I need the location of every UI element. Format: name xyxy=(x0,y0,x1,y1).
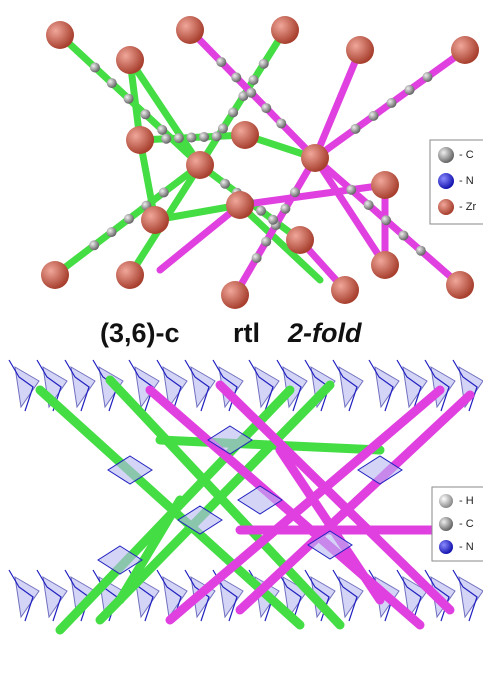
c-atom xyxy=(346,185,356,195)
polyhedron xyxy=(15,577,39,617)
legend-label: - N xyxy=(459,175,474,187)
page: - C - N - Zr (3,6)-c rtl 2-fold - H - C … xyxy=(0,0,483,680)
top-structure xyxy=(41,16,479,309)
legend-label: - C xyxy=(459,149,474,161)
legend-swatch xyxy=(438,173,454,189)
zr-atom xyxy=(176,16,204,44)
c-atom xyxy=(398,230,408,240)
c-atom xyxy=(212,131,222,141)
c-atom xyxy=(124,94,134,104)
c-atom xyxy=(220,179,230,189)
legend-swatch xyxy=(439,517,453,531)
c-atom xyxy=(157,125,167,135)
c-atom xyxy=(174,133,184,143)
legend-swatch xyxy=(439,540,453,554)
c-atom xyxy=(276,118,286,128)
zr-atom xyxy=(331,276,359,304)
zr-atom xyxy=(301,144,329,172)
polyhedron xyxy=(339,577,363,617)
c-atom xyxy=(231,72,241,82)
zr-atom xyxy=(126,126,154,154)
rod xyxy=(160,440,380,450)
c-atom xyxy=(381,215,391,225)
c-atom xyxy=(89,240,99,250)
fold-label: 2-fold xyxy=(287,318,362,348)
c-atom xyxy=(107,227,117,237)
c-atom xyxy=(199,132,209,142)
c-atom xyxy=(351,124,361,134)
zr-atom xyxy=(41,261,69,289)
c-atom xyxy=(218,124,228,134)
zr-atom xyxy=(346,36,374,64)
legend-label: - H xyxy=(459,495,474,507)
c-atom xyxy=(186,133,196,143)
c-atom xyxy=(228,107,238,117)
zr-atom xyxy=(186,151,214,179)
zr-atom xyxy=(271,16,299,44)
c-atom xyxy=(423,72,433,82)
net-label: (3,6)-c xyxy=(100,318,180,348)
c-atom xyxy=(140,109,150,119)
c-atom xyxy=(259,59,269,69)
zr-atom xyxy=(46,21,74,49)
bottom-legend: - H - C - N xyxy=(432,487,483,561)
c-atom xyxy=(364,200,374,210)
c-atom xyxy=(159,188,169,198)
zr-atom xyxy=(116,46,144,74)
zr-atom xyxy=(116,261,144,289)
c-atom xyxy=(280,204,290,214)
legend-label: - C xyxy=(459,518,474,530)
c-atom xyxy=(261,103,271,113)
c-atom xyxy=(107,78,117,88)
c-atom xyxy=(256,206,266,216)
legend-swatch xyxy=(438,147,454,163)
c-atom xyxy=(261,237,271,247)
c-atom xyxy=(161,134,171,144)
polyhedron xyxy=(15,367,39,407)
polyhedron xyxy=(283,367,307,407)
c-atom xyxy=(246,88,256,98)
c-atom xyxy=(416,246,426,256)
c-atom xyxy=(249,75,259,85)
c-atom xyxy=(369,111,379,121)
zr-atom xyxy=(141,206,169,234)
legend-swatch xyxy=(438,199,454,215)
c-atom xyxy=(387,98,397,108)
caption: (3,6)-c rtl 2-fold xyxy=(100,318,362,348)
polyhedron xyxy=(459,577,483,617)
top-legend: - C - N - Zr xyxy=(430,140,483,224)
polyhedron xyxy=(238,486,282,514)
c-atom xyxy=(124,214,134,224)
bottom-structure xyxy=(9,360,483,630)
zr-atom xyxy=(226,191,254,219)
polyhedron xyxy=(339,367,363,407)
legend-swatch xyxy=(439,494,453,508)
polyhedron xyxy=(43,577,67,617)
polyhedron xyxy=(71,367,95,407)
polyhedron xyxy=(191,367,215,407)
legend-label: - N xyxy=(459,541,474,553)
topology-label: rtl xyxy=(233,318,260,348)
zr-atom xyxy=(446,271,474,299)
c-atom xyxy=(252,253,262,263)
legend-label: - Zr xyxy=(459,201,476,213)
zr-atom xyxy=(286,226,314,254)
zr-atom xyxy=(371,171,399,199)
c-atom xyxy=(405,85,415,95)
c-atom xyxy=(90,63,100,73)
c-atom xyxy=(216,57,226,67)
c-atom xyxy=(268,215,278,225)
zr-atom xyxy=(221,281,249,309)
zr-atom xyxy=(231,121,259,149)
c-atom xyxy=(290,187,300,197)
zr-atom xyxy=(371,251,399,279)
zr-atom xyxy=(451,36,479,64)
figure: - C - N - Zr (3,6)-c rtl 2-fold - H - C … xyxy=(0,0,483,680)
polyhedron xyxy=(375,367,399,407)
